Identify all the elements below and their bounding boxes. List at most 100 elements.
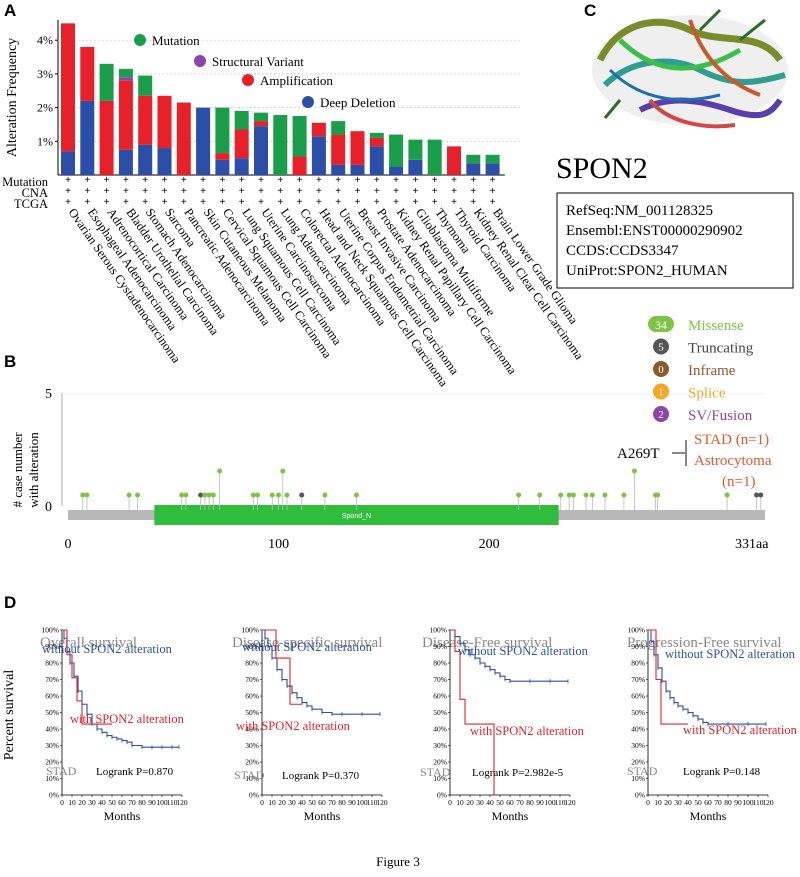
x-tick-label: 50 [108,798,116,807]
x-tick-label: 50 [308,798,316,807]
y-tick-label: 4% [37,33,53,47]
row-marker: + [355,175,361,186]
bar-segment-amplification [215,153,230,160]
row-marker: + [316,186,322,197]
legend-label: Deep Deletion [320,95,396,110]
row-marker: + [355,186,361,197]
label-without-alteration: without SPON2 alteration [242,640,373,654]
row-marker: + [451,186,457,197]
x-tick-label: 90 [536,798,544,807]
lollipop-head [516,492,522,498]
bar-segment-deep-deletion [196,107,211,175]
y-tick-label: 30% [45,741,59,750]
label-with-alteration: with SPON2 alteration [70,712,185,726]
x-tick-label: 40 [298,798,306,807]
x-tick-label: 80 [724,798,732,807]
bar-segment-structural-variant [118,77,133,81]
x-tick-label: 100 [356,798,368,807]
pvalue-label: Logrank P=0.370 [282,770,360,782]
y-tick-label: 10% [433,774,447,783]
legend-count: 2 [658,409,664,421]
bar-segment-amplification [350,131,365,165]
row-marker: + [181,186,187,197]
row-marker: + [181,197,187,208]
lollipop-head [655,492,661,498]
lollipop-head [280,468,286,474]
row-marker: + [470,186,476,197]
x-tick-label: 40 [684,798,692,807]
annotation-variant: A269T [617,446,660,462]
x-tick-label: 80 [338,798,346,807]
row-marker: + [277,186,283,197]
lollipop-head [183,492,189,498]
y-tick-label: 1% [37,134,53,148]
lollipop-head [134,492,140,498]
x-tick-label: 100 [156,798,168,807]
y-tick-label: 50% [631,708,645,717]
bar-segment-deep-deletion [350,164,365,175]
legend-label: Missense [688,318,744,334]
row-marker: + [355,197,361,208]
gene-id-uniprot: UniProt:SPON2_HUMAN [566,263,728,279]
lollipop-head [724,492,730,498]
lollipop-head [566,492,572,498]
y-tick-label: 40% [433,725,447,734]
x-tick-label: 50 [496,798,504,807]
y-tick-label: 90% [45,642,59,651]
x-tick-label: 30 [88,798,96,807]
x-tick-label: 20 [78,798,86,807]
row-marker: + [239,175,245,186]
y-tick-label: 30% [433,741,447,750]
lollipop-head [126,492,132,498]
bar-segment-amplification [138,95,153,145]
y-tick-label: 80% [433,659,447,668]
bar-segment-amplification [234,129,249,159]
lollipop-head [537,492,543,498]
y-axis-label: with alteration [26,432,41,508]
row-marker: + [65,186,71,197]
x-tick-label: 100 [544,798,556,807]
x-tick-label: 120 [376,798,388,807]
pvalue-label: Logrank P=2.982e-5 [472,767,564,779]
y-tick-label: 60% [45,692,59,701]
lollipop-head [602,492,608,498]
row-marker: + [432,175,438,186]
lollipop-head [570,492,576,498]
row-marker: + [104,197,110,208]
row-label: TCGA [14,197,48,211]
legend-marker [134,34,146,46]
row-marker: + [374,186,380,197]
lollipop-head [210,492,216,498]
gene-id-box [556,192,794,289]
legend-badge [653,338,669,355]
y-tick-label: 80% [45,659,59,668]
row-marker: + [200,175,206,186]
y-tick-label: 80% [245,659,259,668]
row-marker: + [412,175,418,186]
bar-segment-mutation [427,139,442,175]
x-tick-label: 20 [278,798,286,807]
row-marker: + [412,197,418,208]
y-axis-label: Percent survival [2,670,17,761]
y-tick-label: 30% [245,741,259,750]
x-tick-label: 60 [318,798,326,807]
annotation-line: (n=1) [722,474,755,490]
y-tick-label: 2% [37,101,53,115]
bar-segment-mutation [273,115,288,175]
gene-name: SPON2 [556,152,648,185]
x-tick-label: 200 [479,537,500,552]
y-tick-label: 90% [245,642,259,651]
lollipop-head [84,492,90,498]
row-marker: + [335,175,341,186]
y-tick-label: 90% [631,642,645,651]
row-marker: + [219,175,225,186]
row-marker: + [123,197,129,208]
row-marker: + [258,175,264,186]
row-marker: + [239,186,245,197]
legend-badge [648,316,674,332]
y-axis-label: # case number [10,432,25,508]
legend-count: 5 [658,342,664,354]
y-tick-label: 100% [628,626,646,635]
lollipop-head [583,492,589,498]
x-tick-label: 0 [646,798,650,807]
